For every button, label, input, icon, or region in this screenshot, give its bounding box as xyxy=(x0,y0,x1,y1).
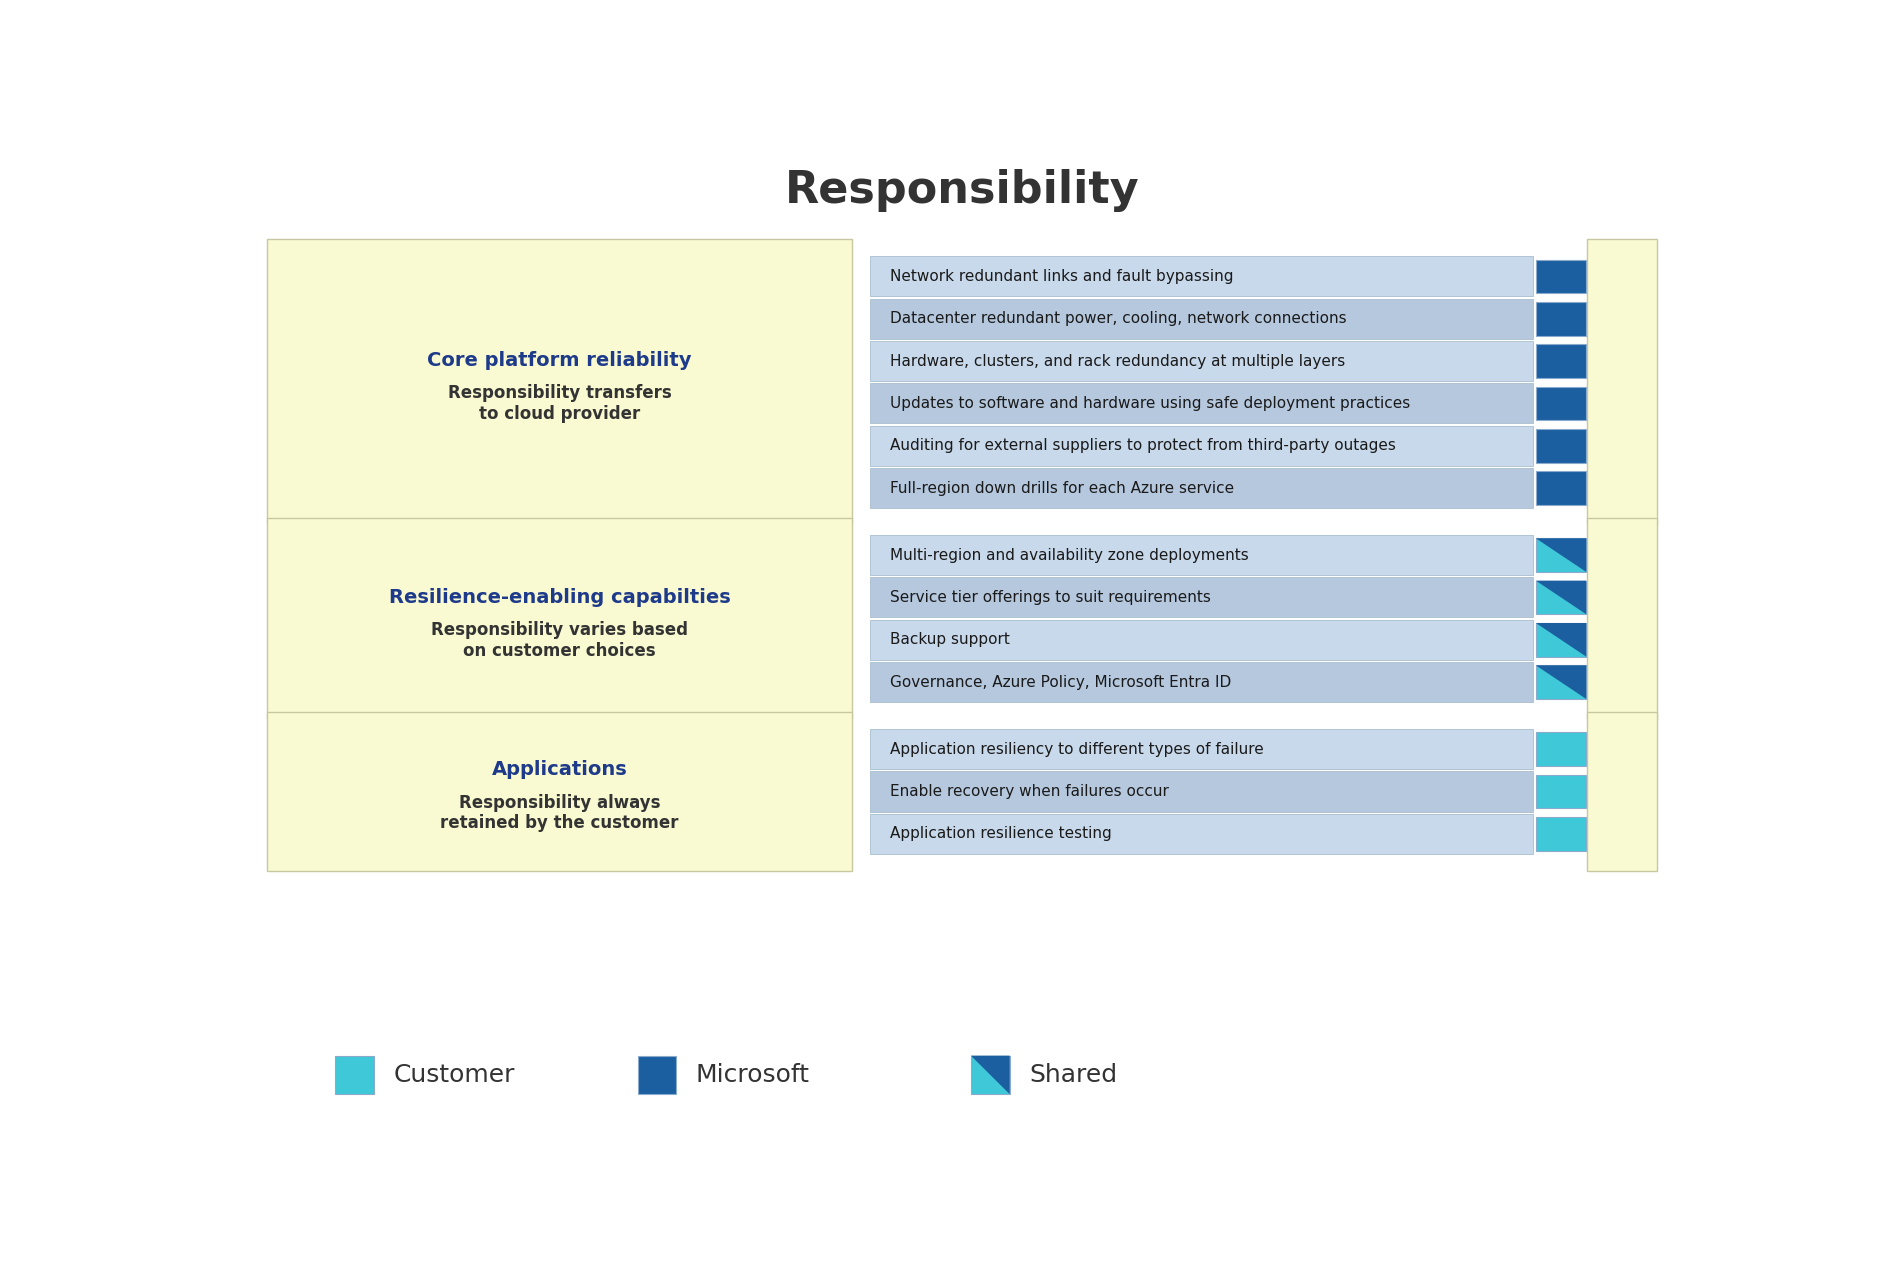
FancyBboxPatch shape xyxy=(267,240,852,525)
Text: Responsibility varies based
on customer choices: Responsibility varies based on customer … xyxy=(432,621,689,659)
FancyBboxPatch shape xyxy=(871,662,1534,702)
FancyBboxPatch shape xyxy=(871,257,1534,296)
FancyBboxPatch shape xyxy=(1586,712,1657,871)
Text: Applications: Applications xyxy=(492,761,627,780)
Text: Network redundant links and fault bypassing: Network redundant links and fault bypass… xyxy=(890,269,1233,284)
FancyBboxPatch shape xyxy=(1535,259,1586,293)
Text: Updates to software and hardware using safe deployment practices: Updates to software and hardware using s… xyxy=(890,396,1410,411)
FancyBboxPatch shape xyxy=(871,342,1534,381)
Text: Multi-region and availability zone deployments: Multi-region and availability zone deplo… xyxy=(890,547,1248,563)
Text: Service tier offerings to suit requirements: Service tier offerings to suit requireme… xyxy=(890,591,1211,605)
Text: Full-region down drills for each Azure service: Full-region down drills for each Azure s… xyxy=(890,480,1233,495)
FancyBboxPatch shape xyxy=(871,578,1534,617)
FancyBboxPatch shape xyxy=(1535,733,1586,766)
Text: Responsibility always
retained by the customer: Responsibility always retained by the cu… xyxy=(441,794,679,832)
FancyBboxPatch shape xyxy=(1535,665,1586,698)
Text: Responsibility: Responsibility xyxy=(785,169,1139,212)
Text: Customer: Customer xyxy=(394,1063,514,1087)
Text: Hardware, clusters, and rack redundancy at multiple layers: Hardware, clusters, and rack redundancy … xyxy=(890,353,1344,368)
FancyBboxPatch shape xyxy=(1535,775,1586,808)
Text: Application resilience testing: Application resilience testing xyxy=(890,827,1111,841)
FancyBboxPatch shape xyxy=(871,814,1534,853)
Text: Responsibility transfers
to cloud provider: Responsibility transfers to cloud provid… xyxy=(449,385,672,423)
Polygon shape xyxy=(1535,538,1586,572)
Text: Application resiliency to different types of failure: Application resiliency to different type… xyxy=(890,742,1263,757)
Text: Governance, Azure Policy, Microsoft Entra ID: Governance, Azure Policy, Microsoft Entr… xyxy=(890,674,1231,690)
FancyBboxPatch shape xyxy=(1586,240,1657,525)
FancyBboxPatch shape xyxy=(1535,538,1586,572)
Text: Resilience-enabling capabilties: Resilience-enabling capabilties xyxy=(389,588,730,607)
FancyBboxPatch shape xyxy=(871,425,1534,466)
FancyBboxPatch shape xyxy=(871,384,1534,423)
FancyBboxPatch shape xyxy=(1535,817,1586,851)
FancyBboxPatch shape xyxy=(871,771,1534,812)
Polygon shape xyxy=(1535,580,1586,615)
FancyBboxPatch shape xyxy=(1535,344,1586,378)
Text: Backup support: Backup support xyxy=(890,632,1010,648)
Polygon shape xyxy=(970,1055,1010,1095)
FancyBboxPatch shape xyxy=(1535,429,1586,462)
Text: Enable recovery when failures occur: Enable recovery when failures occur xyxy=(890,784,1167,799)
FancyBboxPatch shape xyxy=(638,1055,676,1095)
FancyBboxPatch shape xyxy=(871,298,1534,339)
Text: Microsoft: Microsoft xyxy=(696,1063,809,1087)
FancyBboxPatch shape xyxy=(267,518,852,719)
FancyBboxPatch shape xyxy=(1535,624,1586,657)
FancyBboxPatch shape xyxy=(1535,471,1586,505)
FancyBboxPatch shape xyxy=(336,1055,374,1095)
FancyBboxPatch shape xyxy=(267,712,852,871)
Polygon shape xyxy=(1535,624,1586,657)
FancyBboxPatch shape xyxy=(871,729,1534,770)
FancyBboxPatch shape xyxy=(871,620,1534,660)
Text: Datacenter redundant power, cooling, network connections: Datacenter redundant power, cooling, net… xyxy=(890,311,1346,326)
FancyBboxPatch shape xyxy=(1586,518,1657,719)
FancyBboxPatch shape xyxy=(871,469,1534,508)
FancyBboxPatch shape xyxy=(970,1055,1010,1095)
FancyBboxPatch shape xyxy=(1535,302,1586,335)
Polygon shape xyxy=(1535,665,1586,698)
FancyBboxPatch shape xyxy=(871,535,1534,575)
Text: Shared: Shared xyxy=(1029,1063,1117,1087)
FancyBboxPatch shape xyxy=(1535,580,1586,615)
FancyBboxPatch shape xyxy=(1535,386,1586,420)
Text: Core platform reliability: Core platform reliability xyxy=(428,352,693,370)
Text: Auditing for external suppliers to protect from third-party outages: Auditing for external suppliers to prote… xyxy=(890,438,1395,453)
